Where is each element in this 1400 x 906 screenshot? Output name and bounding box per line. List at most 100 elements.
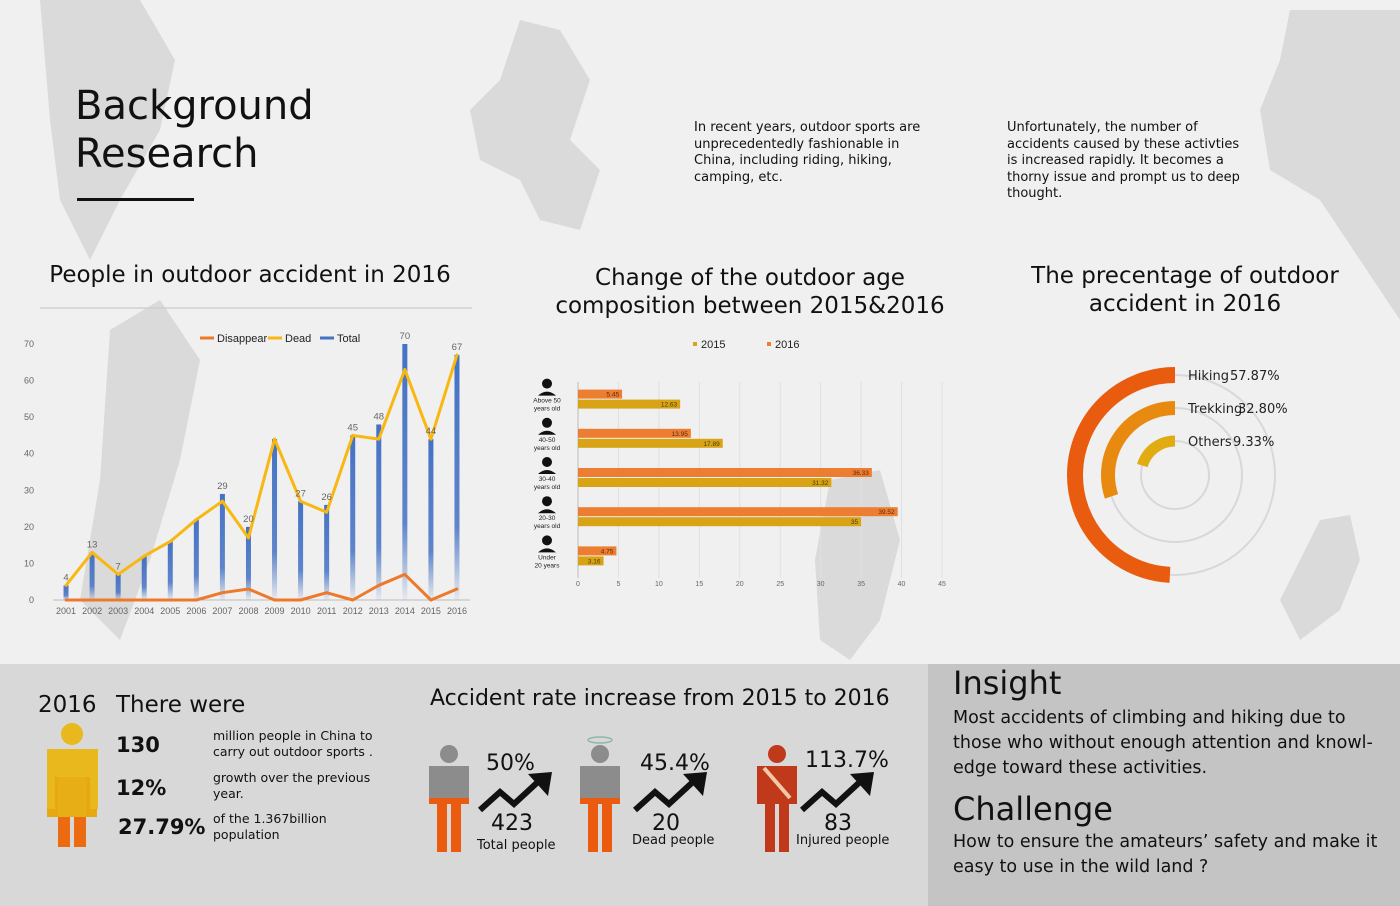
legend-label-total: Total: [337, 333, 360, 345]
total-bar: [428, 439, 434, 600]
rate-total-label: Total people: [477, 838, 556, 853]
page-title-line1: Background: [75, 83, 314, 129]
total-bar: [167, 541, 173, 600]
age-person-head: [542, 378, 552, 389]
age-category-label: Under 20 years: [535, 554, 561, 569]
x-tick-label: 2001: [56, 606, 76, 616]
disappear-point: [116, 598, 120, 602]
x-tick-label: 20: [736, 581, 744, 588]
total-bar: [350, 435, 356, 600]
donut-value-hiking: 57.87%: [1230, 369, 1280, 384]
x-tick-label: 2016: [447, 606, 467, 616]
intro-paragraph-right: Unfortunately, the number of accidents c…: [1007, 120, 1240, 201]
disappear-point: [90, 598, 94, 602]
dead-point: [351, 433, 355, 437]
x-tick-label: 2002: [82, 606, 102, 616]
bar-2015: [578, 399, 681, 409]
total-bar: [63, 585, 69, 600]
bar-2015-label: 17.89: [703, 441, 720, 448]
dead-point: [220, 499, 224, 503]
age-person-head: [542, 496, 552, 507]
stat-desc-people: million people in China to carry out out…: [213, 728, 373, 759]
disappear-point: [325, 591, 329, 595]
age-person-icon: [538, 417, 556, 435]
disappear-point: [142, 598, 146, 602]
total-data-label: 7: [116, 561, 121, 572]
y-tick-label: 20: [24, 522, 34, 532]
age-person-head: [542, 417, 552, 428]
total-bar: [193, 519, 199, 600]
total-data-label: 26: [321, 492, 332, 503]
insight-title: Insight: [953, 664, 1062, 702]
insight-panel: [928, 664, 1400, 906]
total-bar: [115, 574, 121, 600]
dead-point: [194, 518, 198, 522]
donut-value-others: 9.33%: [1233, 435, 1274, 450]
line-chart: 0 10 20 30 40 50 60 70 2001 2002 2003 2004 2005 2006 2…: [24, 307, 472, 616]
total-data-label: 13: [87, 539, 98, 550]
dead-point: [64, 583, 68, 587]
age-person-body: [538, 430, 556, 435]
y-tick-label: 30: [24, 485, 34, 495]
total-bar: [272, 439, 278, 600]
age-person-body: [538, 509, 556, 514]
total-data-label: 44: [426, 426, 437, 437]
dead-point: [246, 536, 250, 540]
x-tick-label: 2004: [134, 606, 154, 616]
x-tick-label: 30: [817, 581, 825, 588]
total-data-label: 29: [217, 481, 228, 492]
line-chart-title: People in outdoor accident in 2016: [49, 262, 451, 288]
donut-chart-title: The precentage of outdoor accident in 20…: [1031, 263, 1339, 317]
disappear-point: [403, 572, 407, 576]
bar-2016: [578, 546, 617, 556]
donut-label-others: Others: [1188, 435, 1232, 450]
rate-total-num: 423: [491, 811, 533, 836]
x-tick-label: 2010: [291, 606, 311, 616]
rate-injured-num: 83: [824, 811, 852, 836]
total-data-label: 27: [295, 488, 306, 499]
stat-desc-population: of the 1.367billion population: [213, 811, 327, 842]
bar-chart-title: Change of the outdoor age composition be…: [555, 265, 945, 319]
bar-2015-label: 12.63: [661, 402, 678, 409]
total-bar: [219, 493, 225, 600]
age-person-icon: [538, 496, 556, 514]
x-tick-label: 45: [938, 581, 946, 588]
bar-2015-label: 31.32: [812, 480, 829, 487]
trend-up-arrow-icon: [478, 772, 552, 813]
bar-2015-label: 3.16: [588, 558, 601, 565]
y-tick-label: 40: [24, 449, 34, 459]
page-title: Background Research: [75, 82, 375, 178]
dead-point: [116, 572, 120, 576]
age-category-label: 20-30 years old: [534, 515, 561, 530]
legend-label-dead: Dead: [285, 333, 311, 345]
intro-paragraph-left: In recent years, outdoor sports are unpr…: [694, 120, 921, 185]
age-person-icon: [538, 457, 556, 474]
disappear-point: [194, 598, 198, 602]
x-tick-label: 2015: [421, 606, 441, 616]
rate-dead-label: Dead people: [632, 833, 715, 848]
person-dead-icon: [580, 736, 620, 852]
total-bar: [402, 344, 408, 600]
age-person-head: [542, 535, 552, 546]
x-tick-label: 2012: [343, 606, 363, 616]
bar-2015: [578, 478, 832, 487]
rates-title: Accident rate increase from 2015 to 2016: [430, 686, 890, 711]
x-tick-label: 35: [857, 581, 865, 588]
challenge-text: How to ensure the amateurs’ safety and m…: [953, 832, 1378, 877]
title-underline: [77, 198, 194, 201]
total-data-label: 70: [400, 331, 411, 342]
bar-2016: [578, 468, 872, 477]
legend-swatch-2016: [767, 342, 771, 346]
total-data-label: 67: [452, 342, 463, 353]
age-category-label: 40-50 years old: [534, 437, 561, 452]
dead-point: [273, 437, 277, 441]
person-total-icon: [429, 745, 469, 852]
bar-2016: [578, 507, 898, 517]
disappear-series-line: [66, 572, 458, 602]
disappear-point: [168, 598, 172, 602]
age-category-label: 30-40 years old: [534, 476, 561, 491]
x-tick-label: 0: [576, 581, 580, 588]
age-person-body: [538, 548, 556, 553]
bar-2016: [578, 428, 691, 438]
stat-value-population: 27.79%: [118, 815, 206, 839]
